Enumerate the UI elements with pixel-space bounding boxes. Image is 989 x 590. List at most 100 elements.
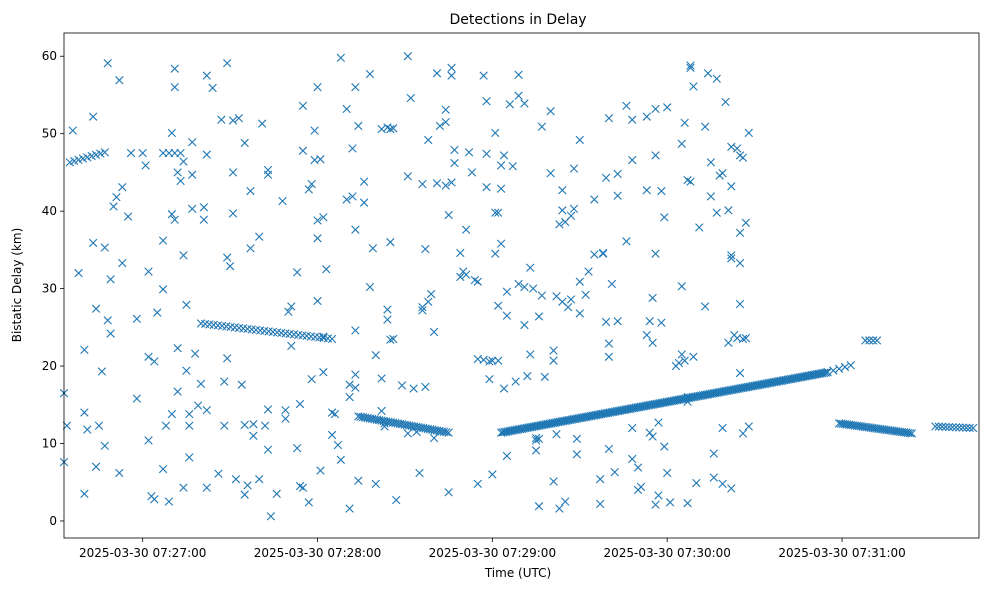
track-point	[534, 421, 544, 430]
track-point	[802, 371, 811, 381]
data-point	[380, 422, 389, 431]
track-point	[678, 394, 687, 404]
data-point	[441, 105, 450, 114]
track-point	[702, 390, 711, 399]
track-point	[669, 396, 678, 405]
data-point	[546, 169, 555, 178]
data-point	[389, 334, 398, 344]
data-point	[255, 232, 264, 241]
track-point	[567, 415, 577, 424]
data-point	[540, 372, 550, 382]
data-point	[365, 69, 375, 79]
data-point	[179, 483, 188, 492]
data-point	[604, 352, 614, 361]
data-point	[173, 344, 182, 353]
data-point	[432, 179, 442, 188]
data-point	[432, 69, 442, 78]
data-point	[336, 455, 346, 464]
track-point	[740, 383, 749, 392]
data-point	[123, 212, 133, 221]
data-point	[150, 357, 159, 366]
x-axis-label: Time (UTC)	[484, 566, 551, 580]
y-tick-label: 60	[42, 49, 57, 63]
track-point	[818, 369, 827, 378]
track-point	[650, 400, 659, 409]
x-tick-label: 2025-03-30 07:29:00	[429, 546, 556, 560]
data-point	[173, 168, 182, 177]
track-point	[816, 369, 825, 378]
data-point	[150, 495, 159, 504]
data-point	[348, 144, 357, 153]
track-point	[738, 383, 748, 393]
track-point	[176, 148, 185, 158]
data-point	[528, 284, 538, 293]
data-point	[298, 483, 308, 492]
track-point	[505, 426, 514, 436]
x-tick-label: 2025-03-30 07:30:00	[603, 546, 730, 560]
data-point	[464, 148, 474, 157]
data-point	[546, 107, 555, 116]
track-point	[584, 412, 594, 421]
track-point	[647, 400, 656, 410]
data-point	[677, 139, 686, 148]
track-point	[754, 380, 763, 390]
track-point	[515, 424, 525, 434]
data-point	[607, 279, 617, 289]
track-point	[965, 423, 974, 433]
y-tick-label: 0	[49, 514, 57, 528]
data-point	[467, 168, 477, 177]
data-point	[295, 481, 305, 491]
data-point	[112, 193, 121, 202]
data-point	[663, 468, 672, 478]
data-point	[718, 423, 727, 433]
track-point	[517, 424, 527, 434]
track-point	[553, 417, 563, 427]
data-point	[164, 497, 174, 506]
data-point	[561, 497, 570, 506]
track-point	[749, 381, 758, 391]
data-point	[642, 186, 651, 195]
track-point	[591, 410, 601, 420]
data-point	[660, 442, 669, 451]
data-point	[703, 69, 713, 78]
track-point	[673, 395, 682, 405]
data-point	[222, 59, 232, 68]
track-point	[962, 423, 971, 432]
data-point	[695, 223, 704, 232]
track-point	[731, 385, 741, 394]
data-point	[138, 148, 147, 158]
track-point	[752, 381, 761, 390]
track-point	[846, 361, 855, 370]
data-point	[115, 76, 124, 85]
data-point	[287, 302, 296, 311]
data-point	[170, 83, 179, 92]
y-tick-label: 50	[42, 127, 57, 141]
data-point	[109, 202, 118, 211]
data-point	[243, 481, 252, 490]
data-point	[225, 261, 235, 271]
data-point	[377, 406, 386, 416]
track-point	[612, 407, 621, 416]
data-point	[173, 387, 182, 396]
track-point	[629, 403, 639, 413]
track-point	[697, 391, 706, 400]
track-point	[948, 422, 957, 432]
data-point	[686, 63, 695, 73]
track-point	[546, 419, 556, 428]
track-point	[776, 376, 786, 386]
data-point	[281, 406, 290, 415]
data-point	[450, 145, 459, 155]
track-point	[676, 395, 685, 404]
data-point	[185, 421, 194, 430]
track-point	[755, 380, 765, 389]
data-point	[613, 316, 622, 326]
track-point	[951, 423, 961, 432]
track-point	[583, 412, 592, 421]
track-point	[640, 401, 649, 411]
data-point	[263, 405, 273, 414]
data-point	[523, 371, 532, 381]
data-point	[345, 504, 354, 513]
track-point	[698, 391, 708, 400]
track-point	[955, 423, 964, 432]
data-point	[735, 258, 745, 268]
